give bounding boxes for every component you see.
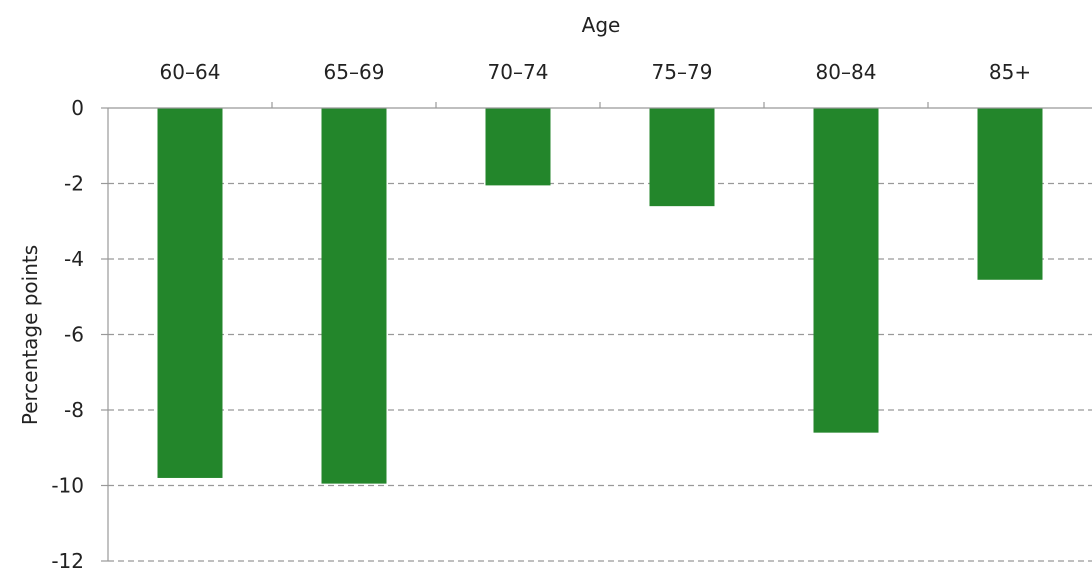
axes: 0 -2 -4 -6 -8 -10 -12 60–64 65–69 70–74 75–79 80–84… <box>51 60 1092 573</box>
y-axis-title: Percentage points <box>18 245 42 425</box>
y-tick-label: -4 <box>64 247 84 271</box>
x-tick-label: 65–69 <box>324 60 385 84</box>
y-tick-label: -8 <box>64 398 84 422</box>
bar <box>485 108 551 186</box>
bar <box>649 108 715 207</box>
x-tick-label: 60–64 <box>160 60 221 84</box>
y-tick-label: -12 <box>51 549 84 571</box>
y-tick-label: -10 <box>51 474 84 498</box>
x-tick-label: 70–74 <box>488 60 549 84</box>
x-tick-label: 75–79 <box>652 60 713 84</box>
bar <box>813 108 879 433</box>
bar <box>977 108 1043 280</box>
bar <box>157 108 223 478</box>
y-tick-label: 0 <box>71 96 84 120</box>
bar <box>321 108 387 484</box>
x-axis-title: Age <box>582 13 621 37</box>
x-tick-label: 85+ <box>989 60 1031 84</box>
x-tick-label: 80–84 <box>816 60 877 84</box>
bars <box>157 108 1043 484</box>
y-tick-label: -2 <box>64 172 84 196</box>
grid-lines <box>108 182 1092 562</box>
axis-labels: Age Percentage points <box>18 13 620 425</box>
y-tick-label: -6 <box>64 323 84 347</box>
